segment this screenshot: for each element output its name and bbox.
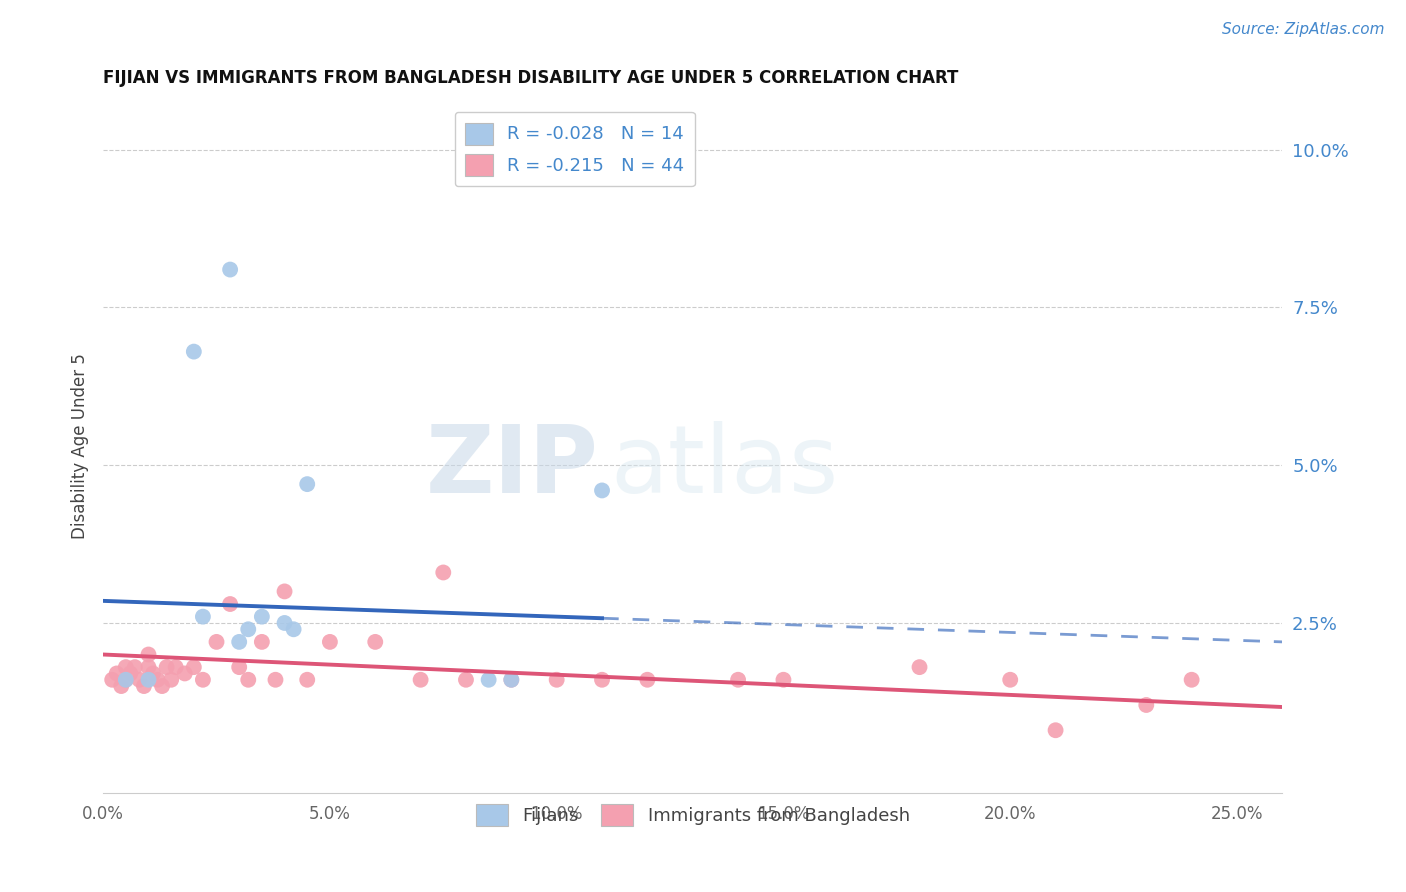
Point	[105, 666, 128, 681]
Point	[120, 666, 142, 681]
Text: FIJIAN VS IMMIGRANTS FROM BANGLADESH DISABILITY AGE UNDER 5 CORRELATION CHART: FIJIAN VS IMMIGRANTS FROM BANGLADESH DIS…	[103, 69, 959, 87]
Point	[191, 609, 214, 624]
Y-axis label: Disability Age Under 5: Disability Age Under 5	[72, 353, 89, 539]
Point	[138, 660, 160, 674]
Point	[132, 679, 155, 693]
Point	[124, 660, 146, 674]
Point	[173, 666, 195, 681]
Point	[1181, 673, 1204, 687]
Point	[114, 673, 136, 687]
Point	[1045, 723, 1067, 738]
Point	[138, 673, 160, 687]
Point	[364, 635, 387, 649]
Point	[205, 635, 228, 649]
Text: atlas: atlas	[610, 421, 838, 513]
Point	[1000, 673, 1022, 687]
Point	[238, 622, 260, 636]
Point	[156, 660, 179, 674]
Point	[219, 597, 242, 611]
Point	[501, 673, 523, 687]
Point	[183, 660, 205, 674]
Point	[264, 673, 287, 687]
Point	[727, 673, 749, 687]
Point	[238, 673, 260, 687]
Point	[908, 660, 931, 674]
Text: Source: ZipAtlas.com: Source: ZipAtlas.com	[1222, 22, 1385, 37]
Point	[138, 648, 160, 662]
Point	[273, 615, 295, 630]
Point	[150, 679, 173, 693]
Text: ZIP: ZIP	[426, 421, 599, 513]
Point	[128, 673, 150, 687]
Point	[101, 673, 124, 687]
Point	[772, 673, 794, 687]
Point	[191, 673, 214, 687]
Point	[110, 679, 132, 693]
Point	[591, 483, 613, 498]
Point	[432, 566, 454, 580]
Point	[228, 660, 250, 674]
Point	[454, 673, 477, 687]
Point	[273, 584, 295, 599]
Point	[160, 673, 183, 687]
Point	[114, 660, 136, 674]
Point	[142, 666, 165, 681]
Point	[228, 635, 250, 649]
Point	[219, 262, 242, 277]
Point	[250, 609, 273, 624]
Point	[297, 477, 319, 491]
Point	[250, 635, 273, 649]
Point	[319, 635, 342, 649]
Point	[636, 673, 658, 687]
Point	[409, 673, 432, 687]
Point	[297, 673, 319, 687]
Legend: Fijians, Immigrants from Bangladesh: Fijians, Immigrants from Bangladesh	[468, 797, 917, 833]
Point	[501, 673, 523, 687]
Point	[591, 673, 613, 687]
Point	[146, 673, 169, 687]
Point	[478, 673, 501, 687]
Point	[1135, 698, 1157, 712]
Point	[165, 660, 187, 674]
Point	[546, 673, 568, 687]
Point	[183, 344, 205, 359]
Point	[283, 622, 305, 636]
Point	[114, 673, 136, 687]
